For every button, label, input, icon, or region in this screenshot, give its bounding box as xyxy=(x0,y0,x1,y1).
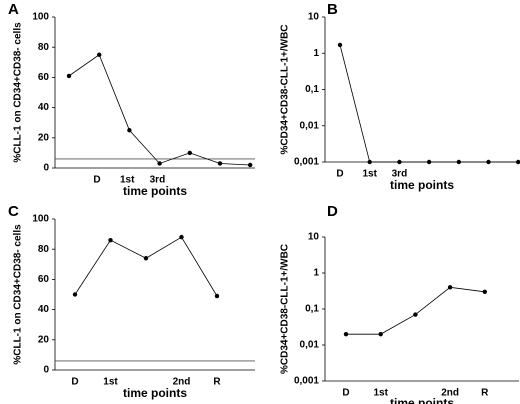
data-point xyxy=(127,128,132,133)
y-axis-label: %CLL-1 on CD34+CD38- cells xyxy=(13,224,24,365)
data-point xyxy=(72,292,78,297)
x-tick-label: D xyxy=(93,175,100,186)
data-point xyxy=(516,159,520,165)
y-tick-label: 1 xyxy=(313,48,319,59)
data-line xyxy=(74,236,218,297)
x-axis-label: time points xyxy=(123,386,187,400)
data-point xyxy=(66,73,72,79)
data-point xyxy=(482,289,487,295)
data-point xyxy=(187,150,192,156)
data-line xyxy=(339,44,519,163)
panel-label: C xyxy=(8,203,19,220)
y-tick-label: 60 xyxy=(38,274,50,285)
y-tick-label: 40 xyxy=(38,102,50,113)
x-tick-label: 2nd xyxy=(441,388,459,399)
data-point xyxy=(343,331,349,337)
x-tick-label: D xyxy=(342,388,349,399)
data-point xyxy=(108,237,113,243)
panel-label: D xyxy=(327,203,338,220)
x-tick-label: R xyxy=(481,388,489,399)
data-point xyxy=(367,159,372,165)
data-point xyxy=(486,159,491,165)
y-tick-label: 60 xyxy=(38,72,50,83)
y-tick-label: 1 xyxy=(313,268,319,279)
x-tick-label: 2nd xyxy=(173,377,191,388)
y-tick-label: 0,01 xyxy=(300,340,320,351)
panel-label: B xyxy=(327,1,338,18)
x-tick-label: 1st xyxy=(373,388,388,399)
y-tick-label: 100 xyxy=(32,12,49,23)
x-axis-label: time points xyxy=(123,184,187,198)
x-tick-label: 1st xyxy=(120,175,135,186)
data-line xyxy=(346,286,485,335)
x-tick-label: 1st xyxy=(103,377,118,388)
y-tick-label: 80 xyxy=(38,244,50,255)
x-tick-label: D xyxy=(336,169,343,180)
data-point xyxy=(413,312,418,317)
y-tick-label: 40 xyxy=(38,304,50,315)
y-tick-label: 0 xyxy=(43,365,49,376)
x-tick-label: D xyxy=(71,377,78,388)
data-point xyxy=(97,52,102,57)
data-point xyxy=(447,285,453,290)
y-tick-label: 20 xyxy=(38,334,50,345)
x-tick-label: R xyxy=(213,377,221,388)
y-tick-label: 0 xyxy=(43,163,49,174)
data-point xyxy=(456,159,461,165)
data-point xyxy=(179,234,184,240)
data-point xyxy=(248,162,253,168)
y-tick-label: 0,01 xyxy=(300,120,320,131)
y-tick-label: 80 xyxy=(38,42,50,53)
x-axis-label: time points xyxy=(390,178,454,192)
y-tick-label: 0,1 xyxy=(305,304,319,315)
data-point xyxy=(157,161,162,166)
y-tick-label: 0,001 xyxy=(294,376,319,387)
y-tick-label: 0,001 xyxy=(294,157,319,168)
y-tick-label: 20 xyxy=(38,132,50,143)
y-axis-label: %CLL-1 on CD34+CD38- cells xyxy=(13,22,24,163)
y-axis-label: %CD34+CD38-CLL-1+/WBC xyxy=(280,24,291,154)
data-point xyxy=(214,293,220,299)
x-tick-label: 3rd xyxy=(150,175,166,186)
y-axis-label: %CD34+CD38-CLL-1+/WBC xyxy=(280,244,291,374)
y-tick-label: 100 xyxy=(32,214,49,225)
x-axis-label: time points xyxy=(390,396,454,404)
y-tick-label: 0,1 xyxy=(305,84,319,95)
data-point xyxy=(426,159,432,165)
y-tick-label: 10 xyxy=(308,12,320,23)
x-tick-label: 1st xyxy=(362,169,377,180)
data-point xyxy=(217,161,223,166)
data-point xyxy=(337,42,343,48)
panel-label: A xyxy=(8,1,19,18)
x-tick-label: 3rd xyxy=(392,169,408,180)
data-point xyxy=(378,331,383,337)
data-line xyxy=(68,54,251,166)
data-point xyxy=(397,159,402,165)
data-point xyxy=(143,256,149,261)
y-tick-label: 10 xyxy=(308,232,320,243)
